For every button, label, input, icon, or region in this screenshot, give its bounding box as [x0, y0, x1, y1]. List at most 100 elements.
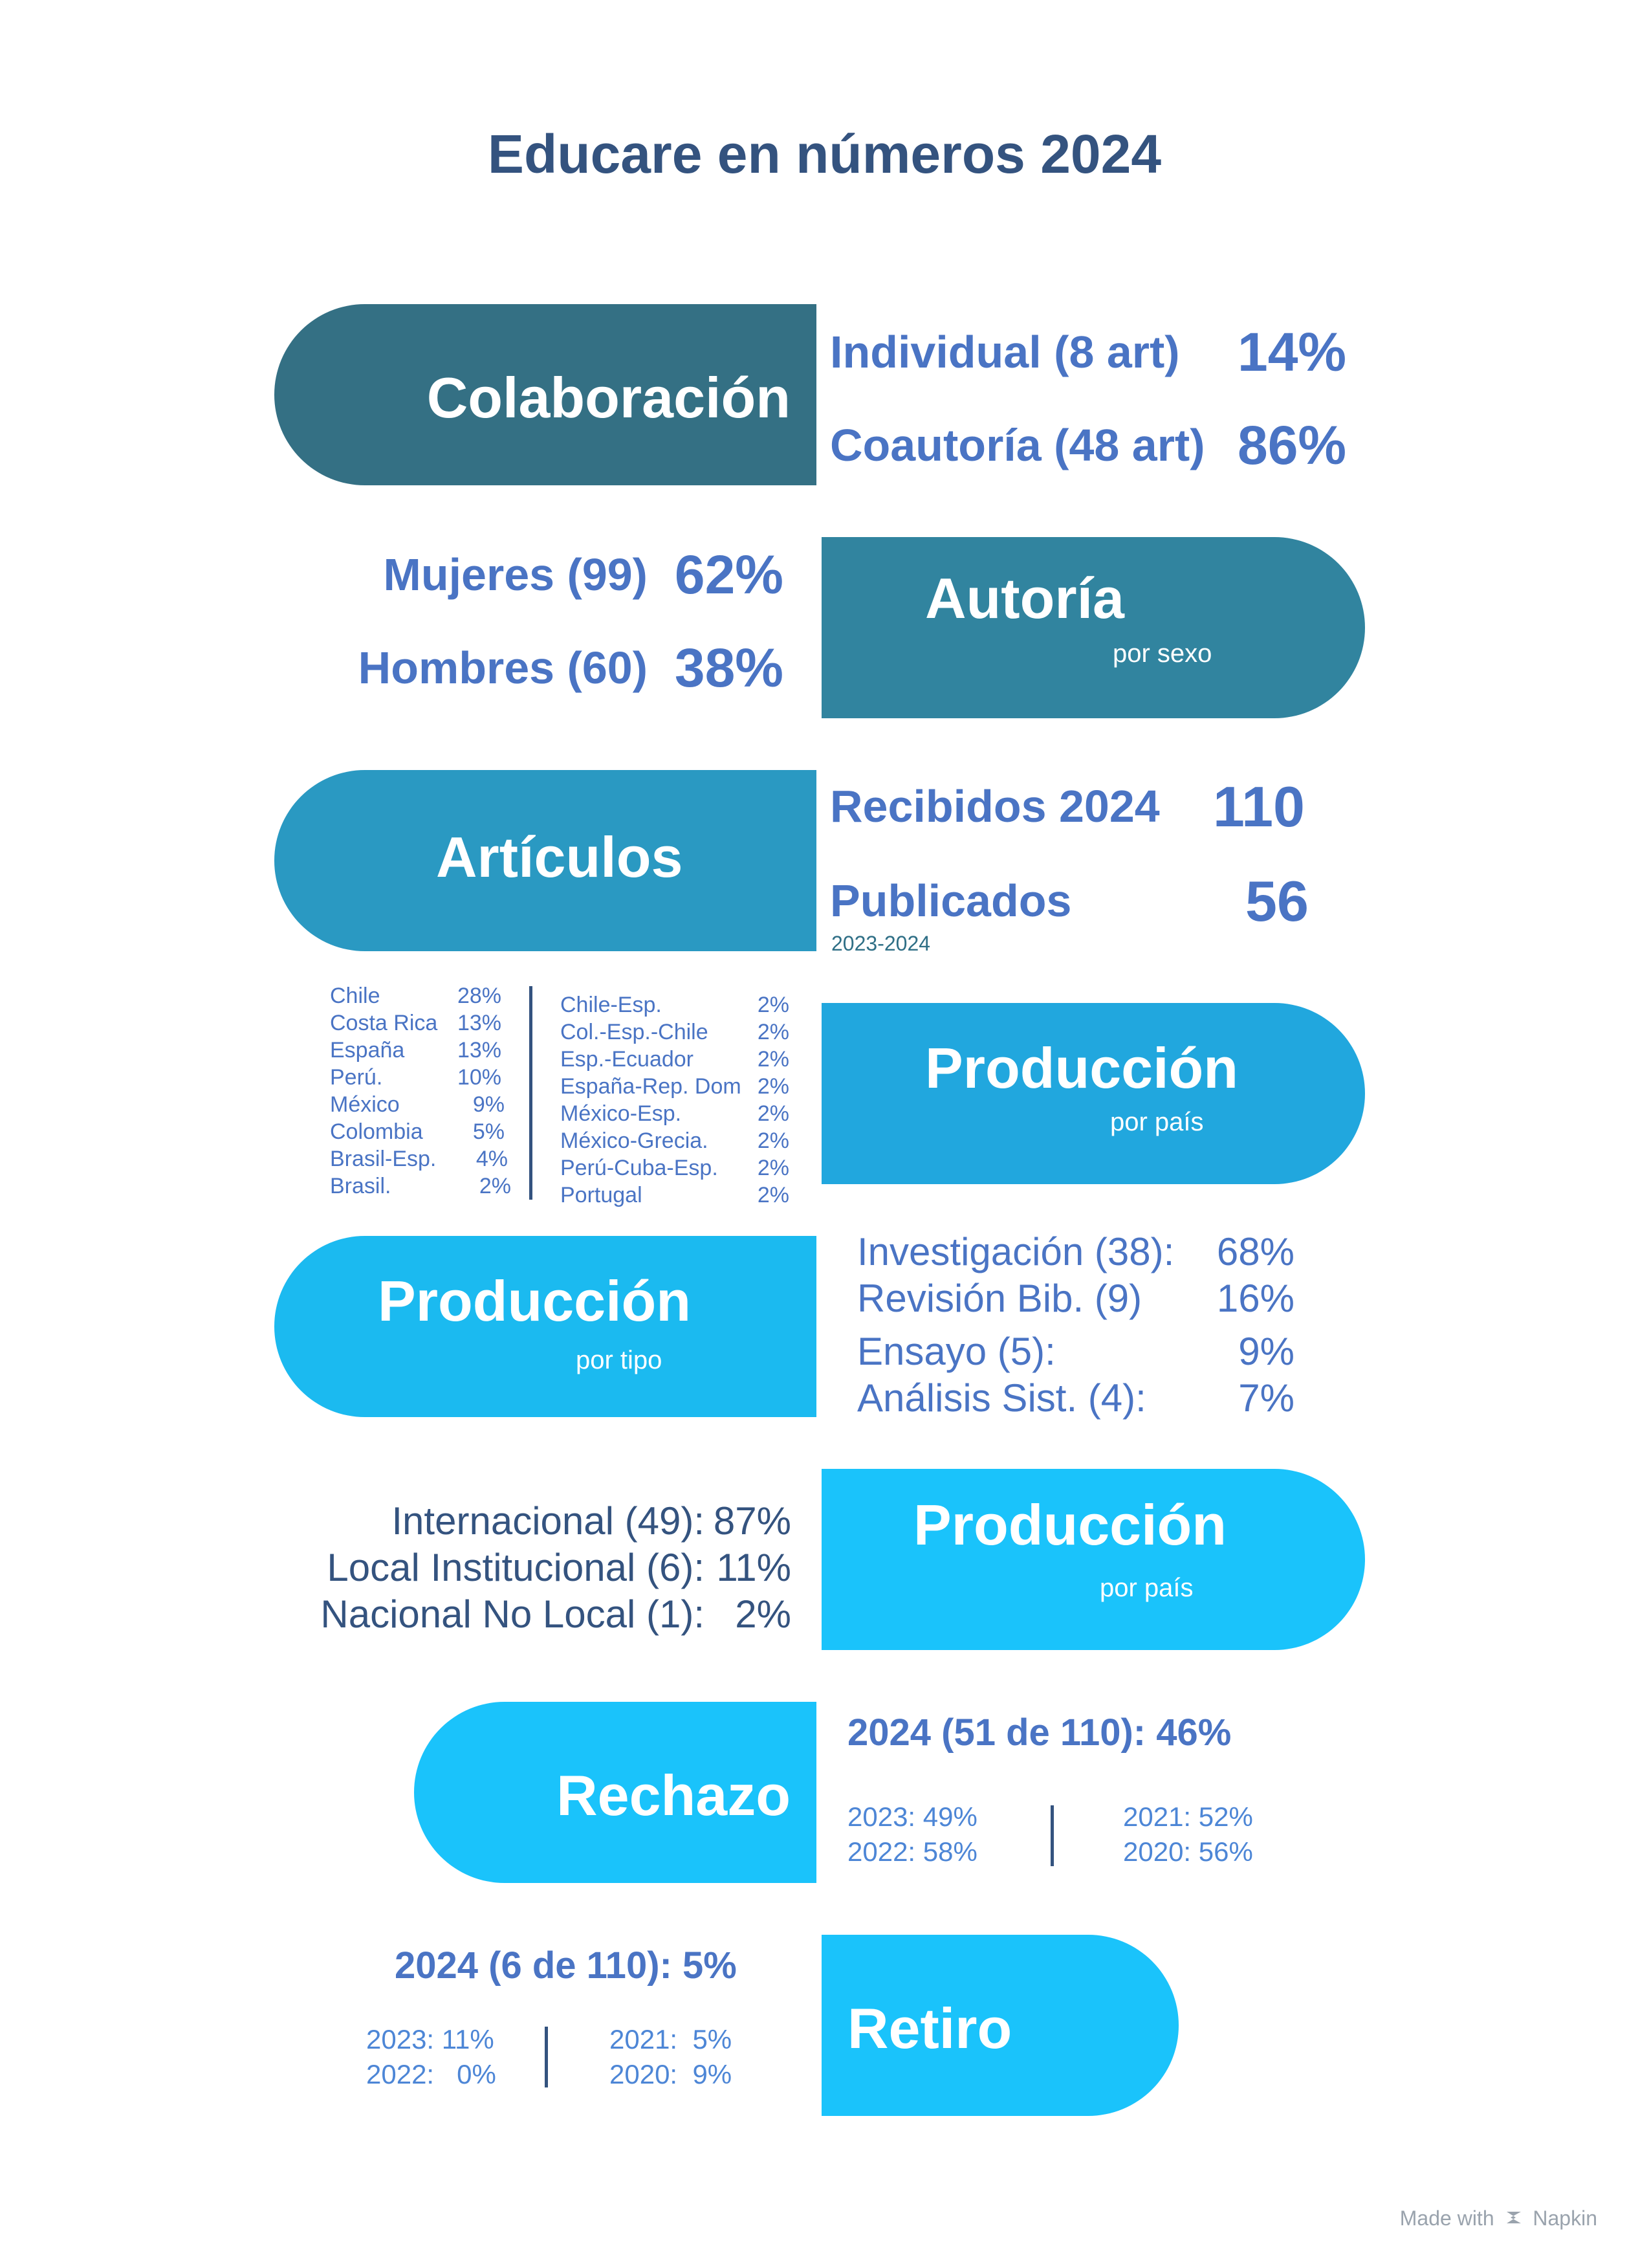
country-name: Colombia: [330, 1119, 423, 1144]
articulos-pill: Artículos: [274, 770, 816, 951]
rechazo-2020: 2020: 56%: [1123, 1836, 1253, 1867]
autoria-hombres-value: 38%: [674, 637, 783, 698]
ambito-local-value: 11%: [716, 1546, 791, 1589]
tipo-ensayo-value: 9%: [1238, 1330, 1294, 1373]
retiro-headline: 2024 (6 de 110): 5%: [395, 1944, 737, 1987]
colaboracion-coautoria-label: Coautoría (48 art): [830, 420, 1205, 470]
produccion-ambito-label: Producción: [913, 1493, 1227, 1557]
country-name: Esp.-Ecuador: [560, 1047, 693, 1072]
napkin-logo-icon: [1504, 2208, 1523, 2232]
country-name: México-Esp.: [560, 1101, 682, 1126]
rechazo-headline: 2024 (51 de 110): 46%: [847, 1712, 1232, 1754]
footer-credit: Made with Napkin: [1400, 2207, 1597, 2232]
tipo-revision-label: Revisión Bib. (9): [857, 1277, 1142, 1320]
country-name: Brasil-Esp.: [330, 1147, 437, 1171]
produccion-pais-pill: Producción por país: [822, 1003, 1365, 1184]
rechazo-2021: 2021: 52%: [1123, 1801, 1253, 1832]
retiro-divider: [545, 2027, 548, 2087]
country-row: Brasil-Esp. 4%: [330, 1147, 508, 1172]
articulos-recibidos-label: Recibidos 2024: [830, 781, 1160, 831]
country-row: Perú-Cuba-Esp. 2%: [560, 1156, 789, 1181]
country-value: 5%: [472, 1119, 505, 1144]
country-name: Perú.: [330, 1065, 383, 1090]
autoria-hombres-label: Hombres (60): [358, 643, 648, 693]
country-row: Brasil. 2%: [330, 1174, 511, 1199]
retiro-pill: Retiro: [822, 1935, 1179, 2116]
country-row: Chile 28%: [330, 984, 501, 1009]
country-name: España-Rep. Dom: [560, 1074, 741, 1099]
rechazo-divider: [1051, 1805, 1054, 1866]
ambito-internacional-label: Internacional (49):: [391, 1499, 704, 1543]
country-name: España: [330, 1038, 405, 1062]
produccion-tipo-sub: por tipo: [576, 1346, 662, 1374]
produccion-tipo-pill: Producción por tipo: [274, 1236, 816, 1417]
articulos-publicados-label: Publicados: [830, 875, 1072, 926]
retiro-2022: 2022: 0%: [366, 2059, 496, 2089]
tipo-revision-value: 16%: [1216, 1277, 1294, 1320]
country-row: Colombia 5%: [330, 1119, 505, 1145]
retiro-2020: 2020: 9%: [609, 2059, 732, 2089]
tipo-investigacion-value: 68%: [1216, 1230, 1294, 1273]
country-name: Perú-Cuba-Esp.: [560, 1156, 718, 1180]
country-value: 28%: [457, 984, 501, 1008]
country-name: Costa Rica: [330, 1011, 438, 1035]
retiro-label: Retiro: [847, 1996, 1012, 2060]
rechazo-label: Rechazo: [556, 1763, 791, 1827]
colaboracion-pill: Colaboración: [274, 304, 816, 485]
country-value: 10%: [457, 1065, 501, 1090]
rechazo-2023: 2023: 49%: [847, 1801, 977, 1832]
produccion-pais-sub: por país: [1110, 1108, 1204, 1136]
ambito-nacional-label: Nacional No Local (1):: [320, 1592, 704, 1636]
colaboracion-label: Colaboración: [426, 366, 791, 430]
articulos-publicados-value: 56: [1245, 869, 1309, 933]
tipo-analisis-label: Análisis Sist. (4):: [857, 1376, 1146, 1420]
autoria-sub: por sexo: [1113, 639, 1212, 668]
ambito-local-label: Local Institucional (6):: [327, 1546, 704, 1589]
country-value: 2%: [479, 1174, 511, 1198]
country-divider: [529, 986, 532, 1200]
page-title: Educare en números 2024: [487, 124, 1162, 184]
country-value: 2%: [757, 1047, 789, 1072]
country-row: Costa Rica 13%: [330, 1011, 501, 1036]
tipo-ensayo-label: Ensayo (5):: [857, 1330, 1056, 1373]
country-value: 13%: [457, 1011, 501, 1035]
country-value: 2%: [757, 1074, 789, 1099]
footer-brand: Napkin: [1533, 2207, 1597, 2230]
country-row: Esp.-Ecuador 2%: [560, 1047, 789, 1072]
produccion-pais-label: Producción: [925, 1036, 1239, 1100]
autoria-mujeres-label: Mujeres (99): [383, 549, 648, 600]
colaboracion-individual-value: 14%: [1238, 322, 1347, 382]
country-name: Col.-Esp.-Chile: [560, 1020, 708, 1044]
country-name: Brasil.: [330, 1174, 391, 1198]
country-name: Portugal: [560, 1183, 642, 1207]
country-value: 2%: [757, 1101, 789, 1126]
country-row: Portugal 2%: [560, 1183, 789, 1208]
country-value: 2%: [757, 1156, 789, 1180]
country-row: México-Grecia. 2%: [560, 1128, 789, 1154]
produccion-tipo-label: Producción: [378, 1269, 692, 1333]
articulos-recibidos-value: 110: [1213, 775, 1305, 839]
tipo-investigacion-label: Investigación (38):: [857, 1230, 1175, 1273]
produccion-ambito-sub: por país: [1100, 1574, 1194, 1602]
ambito-nacional-value: 2%: [735, 1592, 791, 1636]
colaboracion-individual-label: Individual (8 art): [830, 327, 1180, 377]
country-value: 2%: [757, 993, 789, 1017]
country-value: 9%: [472, 1092, 505, 1117]
rechazo-2022: 2022: 58%: [847, 1836, 977, 1867]
tipo-analisis-value: 7%: [1238, 1376, 1294, 1420]
country-row: Col.-Esp.-Chile 2%: [560, 1020, 789, 1045]
articulos-period: 2023-2024: [831, 932, 931, 955]
country-value: 4%: [475, 1147, 508, 1171]
country-value: 2%: [757, 1128, 789, 1153]
produccion-ambito-pill: Producción por país: [822, 1469, 1365, 1650]
retiro-2023: 2023: 11%: [366, 2024, 494, 2054]
country-value: 2%: [757, 1183, 789, 1207]
colaboracion-coautoria-value: 86%: [1238, 415, 1347, 476]
articulos-label: Artículos: [436, 825, 683, 889]
autoria-label: Autoría: [925, 566, 1124, 630]
ambito-internacional-value: 87%: [713, 1499, 791, 1543]
country-value: 13%: [457, 1038, 501, 1062]
country-row: México 9%: [330, 1092, 505, 1117]
country-row: Chile-Esp. 2%: [560, 993, 789, 1018]
country-name: México: [330, 1092, 400, 1117]
